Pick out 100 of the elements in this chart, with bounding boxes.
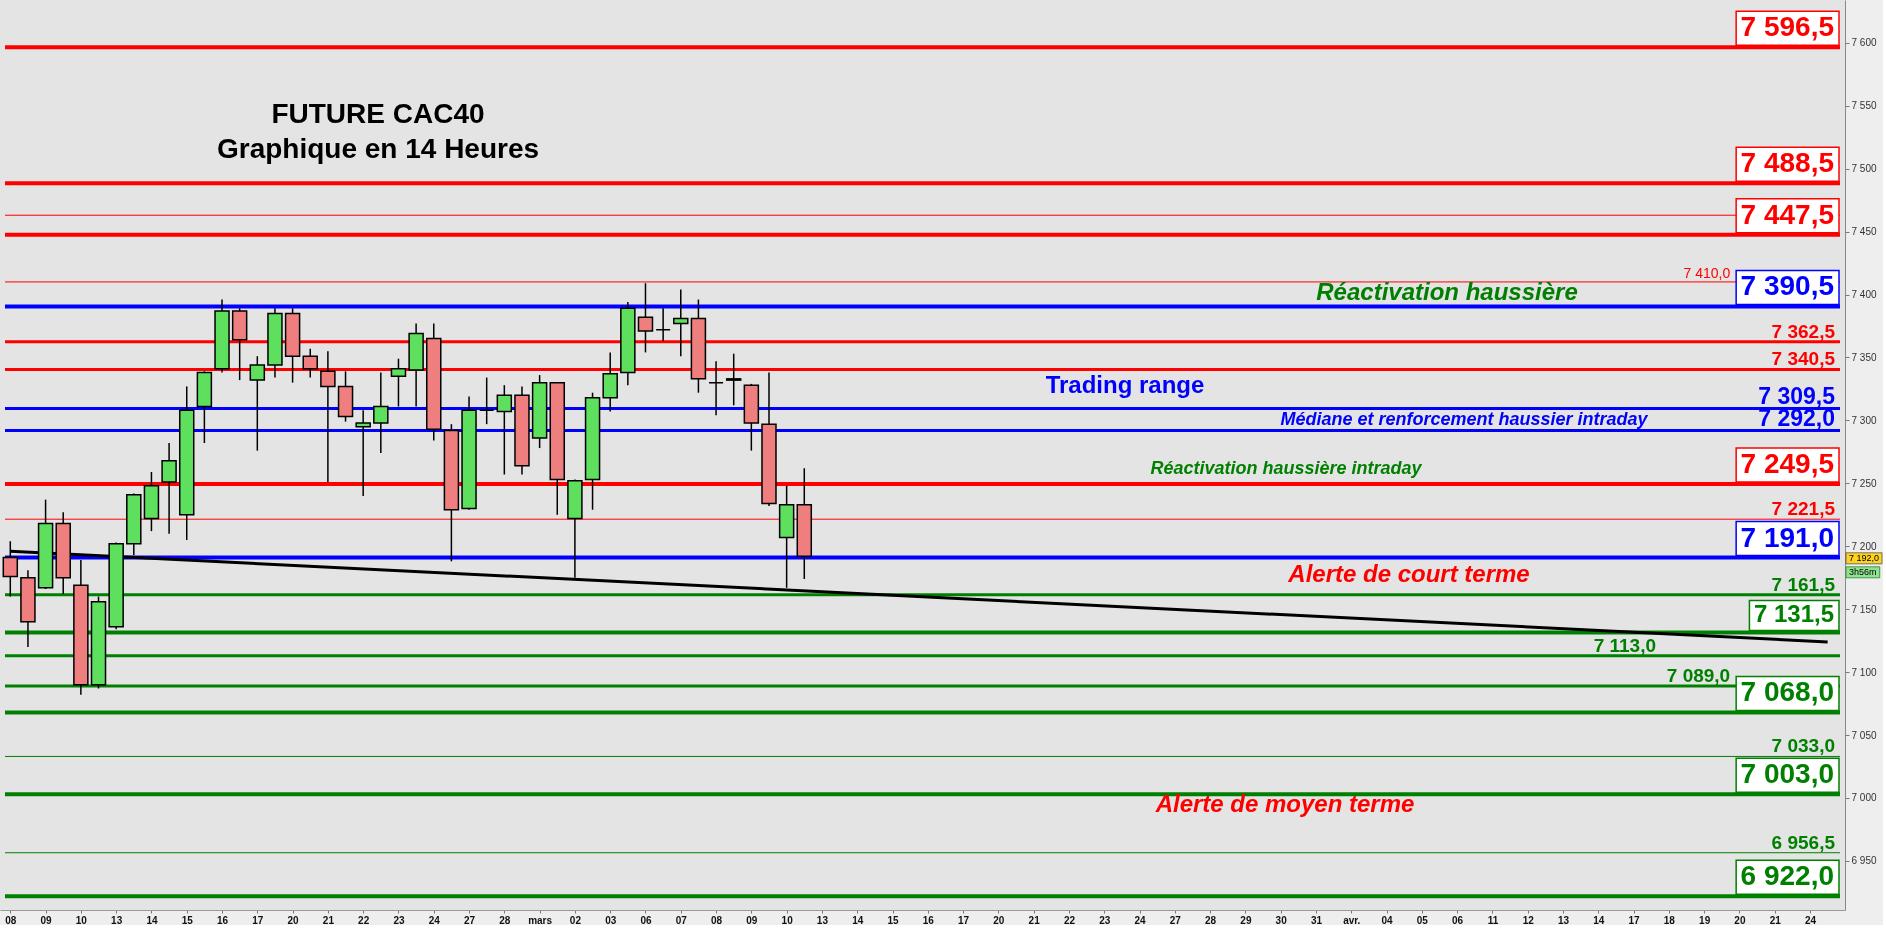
x-tick-label: 22 (1063, 914, 1076, 926)
x-tick-label: 14 (1593, 914, 1605, 926)
x-tick-label: 17 (1628, 914, 1641, 926)
ref-line-label: 7 113,0 (1593, 634, 1656, 656)
x-tick-label: 06 (1452, 914, 1464, 926)
ref-line-label: 7 596,5 (1740, 11, 1835, 43)
x-tick-label: 09 (746, 914, 758, 926)
candlestick (637, 282, 654, 354)
ref-line-label: 7 161,5 (1771, 573, 1836, 595)
y-tick-label: 7 200 (1851, 540, 1877, 552)
x-tick-label: 18 (1663, 914, 1676, 926)
candlestick (302, 347, 318, 379)
candlestick (478, 376, 495, 425)
ref-line-label: 7 221,5 (1771, 498, 1836, 520)
x-tick-label: 24 (428, 914, 441, 926)
x-tick-label: 17 (958, 914, 970, 926)
ref-line-label: 7 131,5 (1753, 600, 1835, 628)
candlestick (390, 357, 407, 408)
candlestick (708, 360, 724, 417)
x-tick-label: 09 (40, 914, 53, 926)
x-tick-label: 08 (711, 914, 723, 926)
annotation: Réactivation haussière intraday (1150, 458, 1423, 478)
candlestick (725, 352, 742, 407)
annotation: Alerte de court terme (1287, 560, 1530, 587)
y-tick-label: 7 000 (1851, 792, 1877, 804)
x-tick-label: 10 (75, 914, 88, 926)
x-tick-label: 24 (1134, 914, 1147, 926)
y-tick-label: 7 300 (1851, 414, 1877, 426)
annotation: Médiane et renforcement haussier intraday (1280, 409, 1649, 429)
x-tick-label: 17 (252, 914, 264, 926)
x-tick-label: 30 (1275, 914, 1288, 926)
x-tick-label: 13 (111, 914, 123, 926)
candlestick (655, 307, 671, 342)
x-tick-label: 24 (1804, 914, 1817, 926)
x-tick-label: 21 (1028, 914, 1041, 926)
x-tick-label: mars (528, 914, 553, 926)
ref-line-label: 7 390,5 (1740, 270, 1835, 302)
y-tick-label: 7 250 (1851, 477, 1877, 489)
x-tick-label: 20 (287, 914, 300, 926)
candlestick (673, 288, 689, 357)
ref-line-label: 7 309,5 (1758, 383, 1836, 410)
x-tick-label: 27 (1169, 914, 1182, 926)
x-tick-label: 16 (216, 914, 229, 926)
ref-line-label: 7 340,5 (1771, 348, 1836, 370)
ref-line-label: 7 068,0 (1740, 676, 1835, 708)
y-tick-label: 7 600 (1851, 37, 1877, 49)
y-tick-label: 7 550 (1851, 100, 1877, 112)
y-tick-label: 7 400 (1851, 289, 1877, 301)
ref-line-label: 6 956,5 (1771, 831, 1836, 853)
text: 7 192,0 (1849, 553, 1880, 564)
annotation: Trading range (1045, 371, 1205, 398)
x-tick-label: 29 (1240, 914, 1252, 926)
x-tick-label: 11 (1487, 914, 1499, 926)
candlestick (496, 384, 513, 476)
x-tick-label: 15 (887, 914, 899, 926)
x-tick-label: 07 (675, 914, 688, 926)
x-tick-label: 06 (640, 914, 652, 926)
ref-line-label: 7 033,0 (1771, 735, 1836, 757)
x-tick-label: 03 (605, 914, 617, 926)
x-tick-label: 02 (569, 914, 582, 926)
text: 3h56m (1849, 567, 1877, 578)
ref-line-label: 7 447,5 (1740, 198, 1835, 230)
y-tick-label: 7 050 (1851, 729, 1877, 741)
x-tick-label: 19 (1699, 914, 1711, 926)
ref-line-label: 7 089,0 (1666, 664, 1731, 686)
candlestick (373, 371, 389, 454)
x-tick-label: 15 (181, 914, 194, 926)
annotation: Alerte de moyen terme (1154, 790, 1415, 817)
x-tick-label: 10 (781, 914, 794, 926)
y-tick-label: 7 500 (1851, 163, 1877, 175)
y-tick-label: 7 150 (1851, 603, 1877, 615)
x-tick-label: 27 (463, 914, 476, 926)
ref-line-label: 7 410,0 (1683, 264, 1731, 281)
candlestick (249, 355, 266, 452)
annotation: Réactivation haussière (1316, 278, 1578, 305)
x-tick-label: 31 (1310, 914, 1323, 926)
candlestick (320, 350, 336, 483)
x-tick-label: 23 (1099, 914, 1111, 926)
x-tick-label: 04 (1381, 914, 1394, 926)
y-tick-label: 6 950 (1851, 855, 1877, 867)
x-tick-label: 14 (146, 914, 158, 926)
x-tick-label: 28 (1205, 914, 1217, 926)
text: FUTURE CAC40 (271, 98, 485, 129)
y-tick-label: 7 450 (1851, 226, 1877, 238)
x-tick-label: 20 (993, 914, 1005, 926)
x-tick-label: 20 (1734, 914, 1746, 926)
x-tick-label: 12 (1522, 914, 1535, 926)
x-tick-label: 13 (816, 914, 829, 926)
x-tick-label: 14 (852, 914, 864, 926)
y-tick-label: 7 350 (1851, 351, 1877, 363)
ref-line-label: 7 003,0 (1740, 758, 1835, 790)
x-tick-label: 13 (1557, 914, 1570, 926)
text: Graphique en 14 Heures (216, 133, 540, 164)
x-tick-label: 21 (1769, 914, 1782, 926)
candlestick (602, 351, 618, 413)
candlestick (161, 442, 177, 535)
candlestick (355, 409, 371, 497)
x-tick-label: 05 (1416, 914, 1429, 926)
x-tick-label: 16 (922, 914, 935, 926)
x-tick-label: 28 (499, 914, 511, 926)
